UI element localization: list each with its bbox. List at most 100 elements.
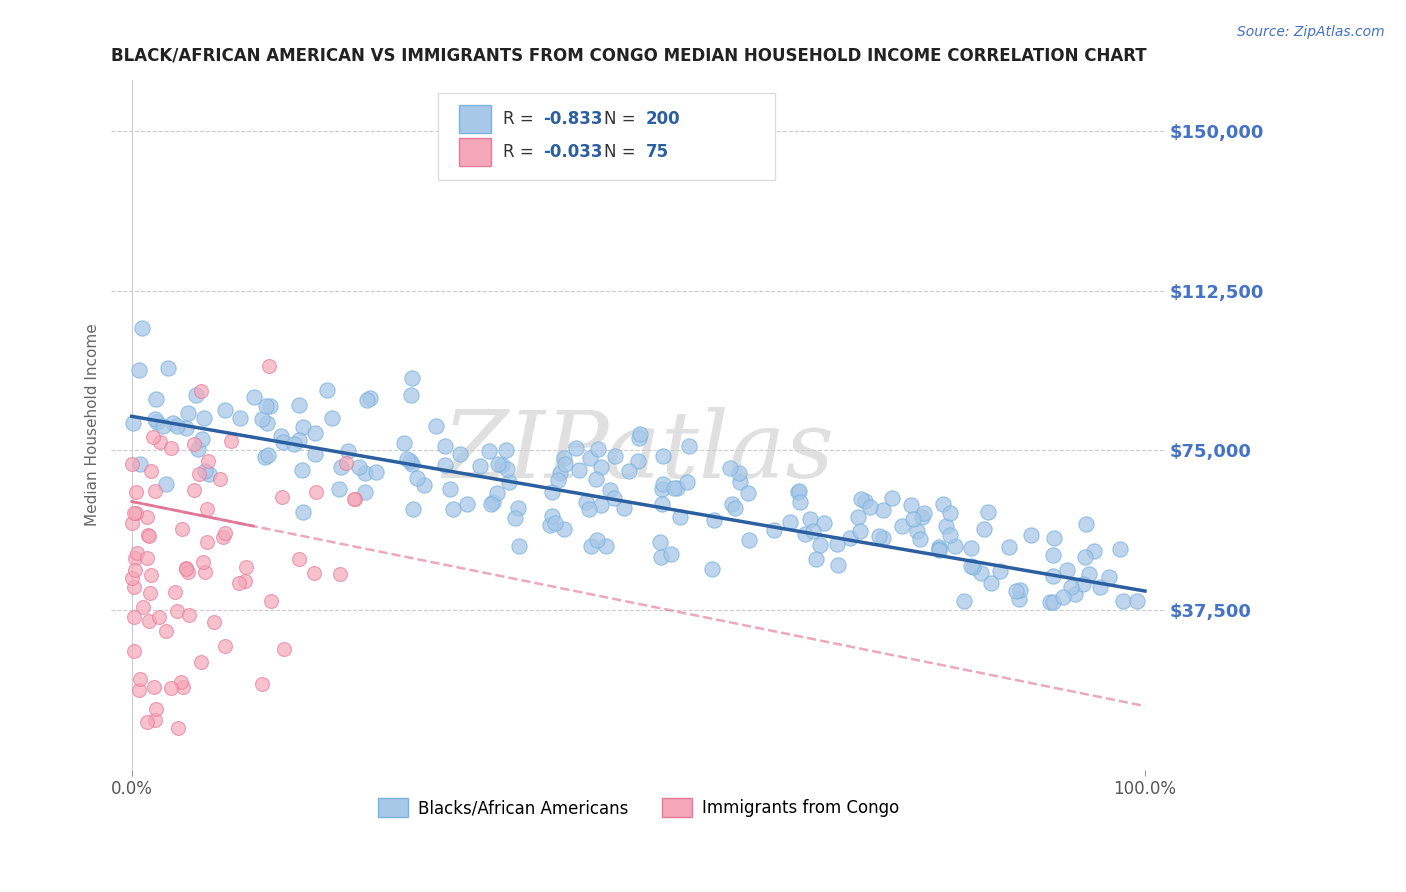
- Point: [354, 484, 377, 499]
- Point: [718, 461, 741, 475]
- Point: [304, 447, 326, 461]
- Point: [155, 624, 177, 638]
- Point: [578, 502, 600, 516]
- Point: [139, 464, 162, 478]
- Point: [257, 449, 280, 463]
- Legend: Blacks/African Americans, Immigrants from Congo: Blacks/African Americans, Immigrants fro…: [371, 792, 905, 824]
- Point: [328, 482, 350, 496]
- Point: [174, 562, 197, 576]
- Point: [912, 506, 935, 520]
- FancyBboxPatch shape: [439, 94, 775, 180]
- Point: [794, 527, 817, 541]
- Point: [186, 388, 208, 402]
- Point: [503, 511, 526, 525]
- Point: [304, 426, 326, 441]
- Point: [131, 600, 153, 615]
- Point: [183, 437, 205, 451]
- Point: [1008, 591, 1031, 606]
- Point: [198, 467, 221, 481]
- Point: [128, 672, 150, 686]
- Point: [321, 411, 343, 425]
- Point: [191, 432, 214, 446]
- Point: [998, 541, 1021, 555]
- Point: [136, 509, 159, 524]
- Point: [193, 555, 215, 569]
- Point: [678, 440, 700, 454]
- FancyBboxPatch shape: [460, 105, 491, 133]
- Point: [343, 492, 366, 507]
- Point: [939, 506, 962, 520]
- Point: [305, 485, 328, 500]
- Point: [228, 576, 250, 591]
- Text: R =: R =: [503, 143, 540, 161]
- Text: -0.833: -0.833: [544, 110, 603, 128]
- Point: [903, 512, 925, 526]
- Point: [143, 484, 166, 499]
- Point: [208, 473, 231, 487]
- Point: [250, 677, 273, 691]
- Point: [354, 466, 377, 480]
- Point: [880, 491, 903, 505]
- Point: [585, 472, 607, 486]
- Point: [1064, 586, 1087, 600]
- Point: [398, 454, 420, 468]
- Point: [928, 542, 950, 557]
- Point: [143, 713, 166, 727]
- Point: [194, 565, 217, 579]
- Point: [124, 506, 146, 520]
- Point: [214, 526, 236, 541]
- Point: [1042, 569, 1064, 583]
- Point: [1043, 531, 1066, 545]
- Point: [359, 392, 381, 406]
- Point: [1098, 570, 1121, 584]
- Point: [650, 549, 672, 564]
- Point: [553, 522, 575, 536]
- Point: [122, 417, 145, 431]
- Point: [288, 398, 311, 412]
- Text: 200: 200: [645, 110, 681, 128]
- Point: [728, 466, 751, 480]
- Point: [197, 502, 219, 516]
- Point: [170, 522, 193, 536]
- Point: [973, 522, 995, 536]
- Point: [662, 482, 685, 496]
- Point: [703, 513, 725, 527]
- Point: [148, 609, 170, 624]
- Point: [329, 459, 352, 474]
- Point: [868, 529, 890, 543]
- Point: [603, 491, 626, 505]
- Point: [825, 537, 848, 551]
- Point: [160, 681, 183, 695]
- Point: [786, 484, 808, 499]
- Point: [486, 458, 509, 472]
- Point: [166, 604, 188, 618]
- Point: [138, 614, 160, 628]
- Point: [586, 533, 609, 547]
- Point: [908, 533, 931, 547]
- Point: [911, 510, 934, 524]
- Point: [962, 560, 984, 574]
- Point: [214, 639, 236, 653]
- Point: [329, 566, 352, 581]
- Point: [478, 444, 501, 458]
- Point: [541, 508, 564, 523]
- Point: [283, 436, 305, 450]
- Point: [412, 478, 434, 492]
- Point: [124, 644, 146, 658]
- Point: [763, 523, 786, 537]
- Point: [214, 403, 236, 417]
- Point: [928, 541, 950, 556]
- Point: [156, 360, 179, 375]
- Point: [292, 505, 315, 519]
- Point: [146, 415, 169, 429]
- Point: [666, 481, 689, 495]
- Point: [219, 434, 242, 449]
- Point: [187, 467, 209, 482]
- Point: [808, 538, 831, 552]
- Point: [174, 560, 197, 574]
- Point: [165, 585, 187, 599]
- Point: [700, 562, 723, 576]
- Point: [579, 539, 602, 553]
- Point: [661, 547, 683, 561]
- Point: [401, 457, 423, 471]
